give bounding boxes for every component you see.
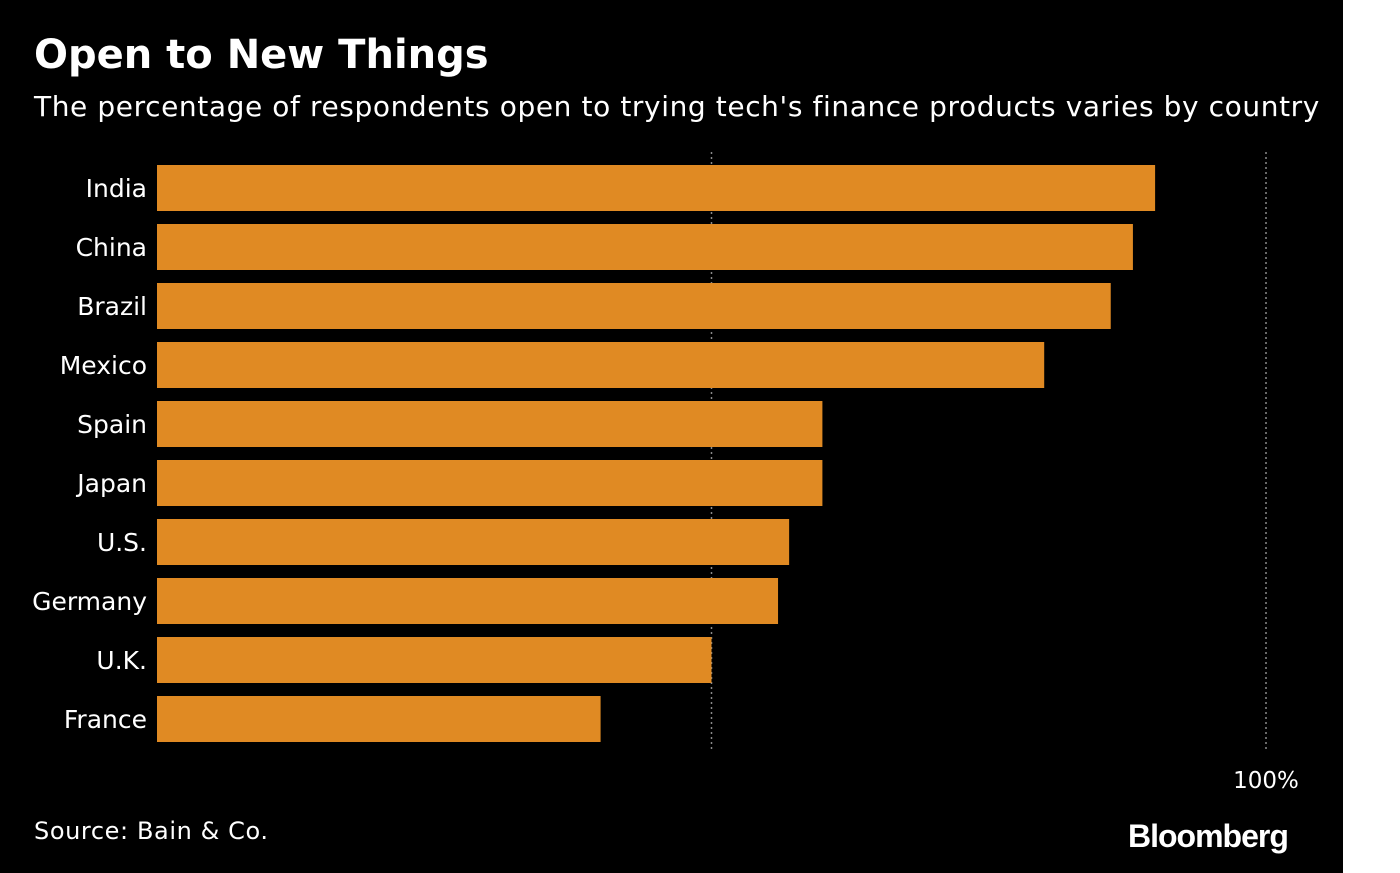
category-label: France: [64, 705, 147, 734]
source-note: Source: Bain & Co.: [34, 817, 269, 845]
bar-china: [157, 224, 1133, 270]
bar-germany: [157, 578, 779, 624]
category-label: India: [86, 174, 147, 203]
bar-spain: [157, 401, 823, 447]
bloomberg-logo: Bloomberg: [1128, 818, 1289, 854]
chart-panel: Open to New Things The percentage of res…: [0, 0, 1343, 873]
category-label: China: [76, 233, 147, 262]
category-label: Brazil: [77, 292, 147, 321]
chart-title: Open to New Things: [34, 32, 489, 78]
bar-india: [157, 165, 1156, 211]
bar-chart: India China Brazil Mexico Spain Japan U.S. Germ…: [32, 152, 1299, 794]
bar-us: [157, 519, 790, 565]
bar-mexico: [157, 342, 1045, 388]
chart-subtitle: The percentage of respondents open to tr…: [34, 90, 1320, 123]
category-label: Spain: [77, 410, 147, 439]
category-label: Germany: [32, 587, 147, 616]
bar-brazil: [157, 283, 1111, 329]
bar-japan: [157, 460, 823, 506]
x-tick-label: 100%: [1233, 768, 1299, 794]
bar-uk: [157, 637, 712, 683]
bar-france: [157, 696, 601, 742]
category-label: U.K.: [96, 646, 147, 675]
category-label: Mexico: [60, 351, 147, 380]
category-label: U.S.: [97, 528, 147, 557]
category-label: Japan: [75, 469, 147, 498]
